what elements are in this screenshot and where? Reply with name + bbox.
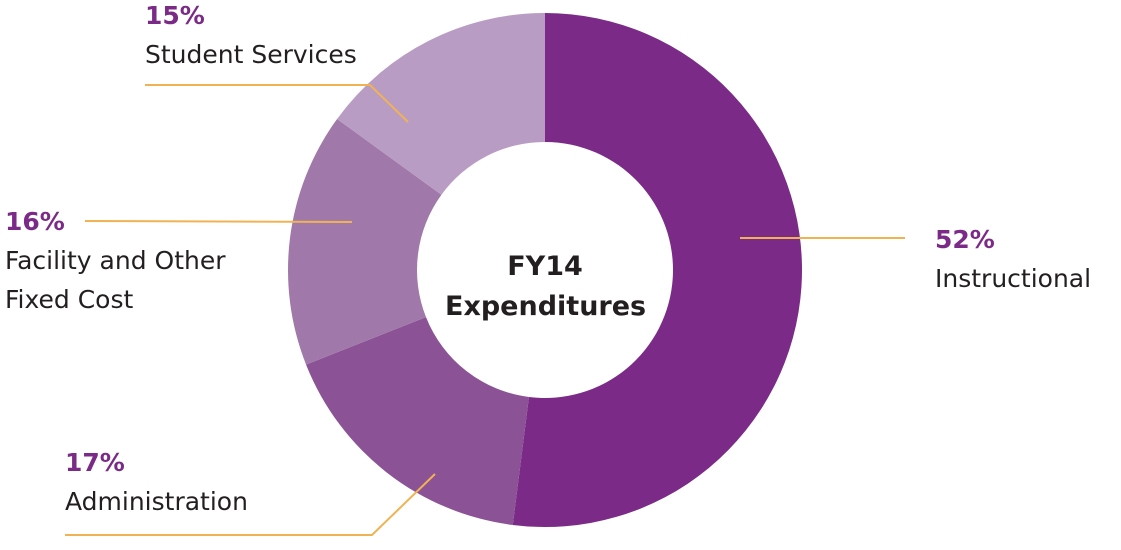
chart-title: FY14 Expenditures	[445, 251, 647, 322]
leader-line	[84, 220, 353, 223]
donut-slice	[337, 12, 545, 195]
slice-label: 15% Student Services	[145, 0, 445, 74]
donut-slice	[288, 118, 442, 365]
value-label: 16%	[5, 207, 65, 236]
value-label: 17%	[65, 448, 125, 477]
value-label: 15%	[145, 1, 205, 30]
category-label: Student Services	[145, 40, 357, 69]
leader-line	[65, 473, 436, 536]
slice-label: 16% Facility and Other Fixed Cost	[5, 202, 285, 319]
value-label: 52%	[935, 225, 995, 254]
wedges	[288, 12, 803, 527]
slice-label: 17% Administration	[65, 443, 365, 521]
donut-slice	[512, 13, 803, 527]
slice-label: 52% Instructional	[935, 220, 1115, 298]
category-label: Instructional	[935, 264, 1092, 293]
category-label: Administration	[65, 487, 248, 516]
category-label: Facility and Other Fixed Cost	[5, 246, 226, 314]
donut-slice	[306, 317, 529, 525]
leader-line	[145, 84, 409, 123]
